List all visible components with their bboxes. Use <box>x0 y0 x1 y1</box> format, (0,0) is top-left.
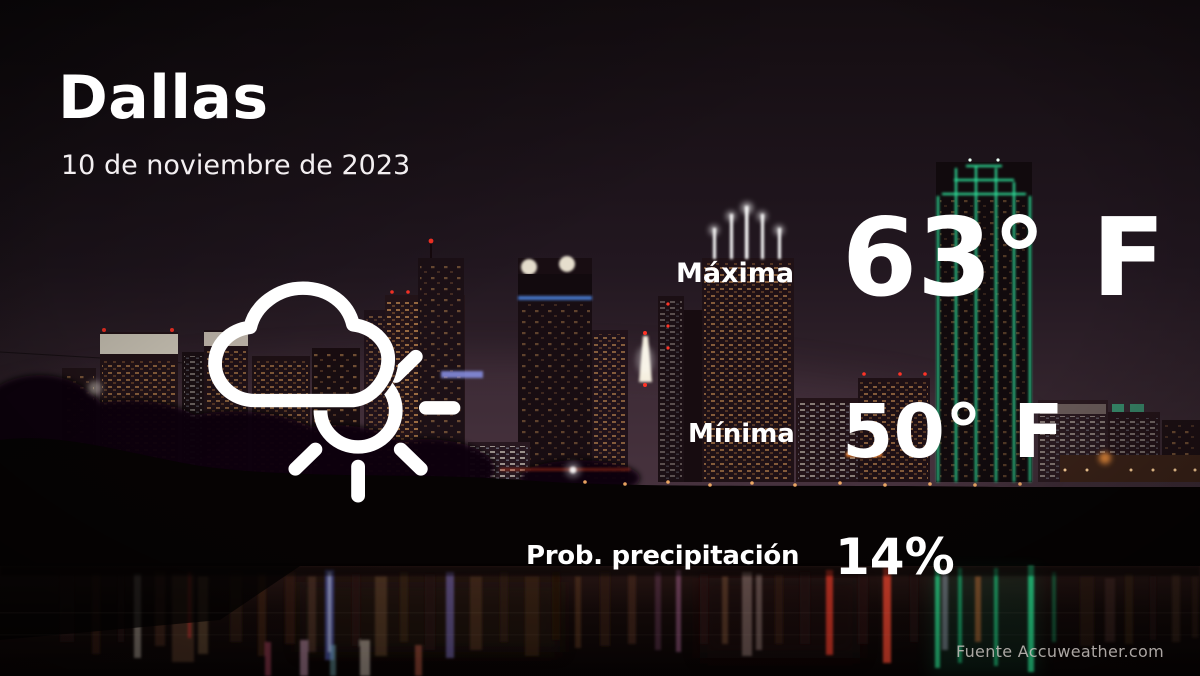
precipitation-label: Prob. precipitación <box>526 541 800 571</box>
min-temp-label: Mínima <box>688 419 795 449</box>
max-temp-label: Máxima <box>676 258 795 289</box>
source-credit: Fuente Accuweather.com <box>955 642 1164 661</box>
cloud-sun-icon <box>200 276 466 508</box>
max-temp-value: 63° <box>842 196 1047 321</box>
max-temperature: 63° F <box>842 205 1165 313</box>
city-title: Dallas <box>58 63 269 133</box>
min-temp-unit: F <box>1013 389 1064 475</box>
min-temp-value: 50° <box>842 389 982 475</box>
min-temperature: 50° F <box>842 395 1064 469</box>
date-subtitle: 10 de noviembre de 2023 <box>61 150 411 181</box>
max-temp-unit: F <box>1091 196 1166 321</box>
precipitation-value: 14% <box>835 528 955 586</box>
